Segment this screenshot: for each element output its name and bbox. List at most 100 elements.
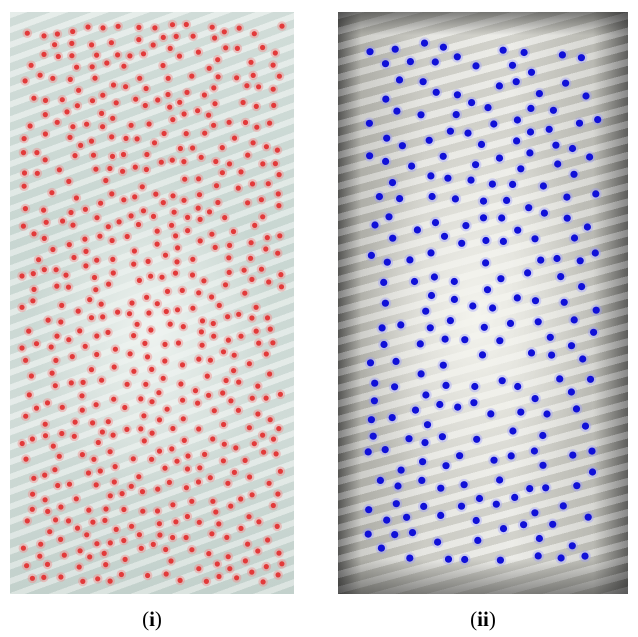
detected-point-marker: [546, 333, 554, 341]
detected-point-marker: [110, 270, 116, 276]
detected-point-marker: [209, 294, 215, 300]
detected-point-marker: [101, 550, 107, 557]
detected-point-marker: [141, 413, 147, 419]
detected-point-marker: [385, 213, 393, 221]
detected-point-marker: [488, 180, 496, 188]
detected-point-marker: [439, 152, 447, 160]
detected-point-marker: [557, 554, 565, 562]
detected-point-marker: [207, 475, 213, 481]
detected-point-marker: [99, 429, 105, 435]
detected-point-marker: [451, 195, 459, 203]
detected-point-marker: [531, 235, 539, 243]
detected-point-marker: [92, 75, 98, 81]
detected-point-marker: [94, 351, 100, 358]
detected-point-marker: [270, 340, 276, 346]
detected-point-marker: [468, 99, 476, 107]
detected-point-marker: [83, 248, 89, 254]
detected-point-marker: [428, 192, 436, 201]
detected-point-marker: [231, 135, 238, 141]
detected-point-marker: [144, 151, 150, 158]
detected-point-marker: [47, 529, 53, 535]
detected-point-marker: [378, 324, 386, 332]
detected-point-marker: [235, 407, 241, 413]
detected-point-marker: [170, 502, 176, 508]
detected-point-marker: [127, 53, 133, 59]
detected-point-marker: [563, 193, 571, 201]
detected-point-marker: [61, 552, 67, 558]
detected-point-marker: [100, 314, 106, 320]
detected-point-marker: [98, 301, 104, 307]
detected-point-marker: [103, 506, 109, 512]
detected-point-marker: [103, 177, 109, 184]
detected-point-marker: [462, 222, 470, 230]
detected-point-marker: [149, 456, 155, 462]
detected-point-marker: [82, 343, 88, 349]
detected-point-marker: [444, 174, 452, 182]
detected-point-marker: [143, 381, 149, 387]
detected-point-marker: [249, 492, 255, 498]
detected-point-marker: [594, 116, 602, 124]
detected-point-marker: [110, 115, 116, 121]
detected-point-marker: [94, 257, 100, 263]
detected-point-marker: [588, 447, 596, 455]
detected-point-marker: [55, 53, 61, 60]
detected-point-marker: [24, 518, 30, 524]
detected-point-marker: [23, 413, 29, 419]
detected-point-marker: [497, 275, 505, 283]
detected-point-marker: [59, 404, 65, 410]
detected-point-marker: [238, 525, 244, 532]
detected-point-marker: [79, 407, 85, 413]
detected-point-marker: [54, 283, 60, 289]
detected-point-marker: [22, 206, 28, 212]
detected-point-marker: [124, 233, 130, 240]
detected-point-marker: [389, 234, 397, 242]
detected-point-marker: [470, 399, 478, 407]
detected-point-marker: [103, 562, 109, 568]
detected-point-marker: [189, 498, 195, 504]
detected-point-marker: [132, 164, 138, 170]
detected-point-marker: [222, 215, 228, 221]
detected-point-marker: [124, 426, 130, 432]
detected-point-marker: [272, 50, 278, 56]
detected-point-marker: [234, 75, 240, 81]
detected-point-marker: [456, 452, 464, 460]
detected-point-marker: [475, 494, 484, 503]
detected-point-marker: [214, 561, 220, 567]
detected-point-marker: [369, 432, 377, 440]
detected-point-marker: [211, 333, 217, 339]
detected-point-marker: [133, 96, 139, 102]
detected-point-marker: [236, 379, 242, 385]
detected-point-marker: [559, 502, 567, 510]
detected-point-marker: [227, 242, 233, 248]
detected-point-marker: [149, 399, 155, 405]
detected-point-marker: [169, 157, 175, 163]
detected-point-marker: [128, 122, 134, 128]
detected-point-marker: [138, 426, 144, 432]
detected-point-marker: [244, 83, 250, 89]
detected-point-marker: [113, 100, 119, 106]
detected-point-marker: [588, 468, 597, 476]
detected-point-marker: [190, 33, 196, 39]
detected-point-marker: [24, 30, 30, 36]
detected-point-marker: [419, 458, 427, 466]
detected-point-marker: [563, 214, 571, 222]
detected-point-marker: [41, 207, 47, 213]
detected-point-marker: [68, 209, 74, 216]
detected-point-marker: [406, 58, 414, 66]
detected-point-marker: [99, 110, 105, 116]
detected-point-marker: [539, 431, 547, 440]
detected-point-marker: [97, 233, 103, 239]
detected-point-marker: [478, 351, 487, 359]
detected-point-marker: [180, 397, 186, 403]
detected-point-marker: [104, 60, 110, 66]
detected-point-marker: [29, 506, 35, 512]
detected-point-marker: [136, 277, 142, 283]
detected-point-marker: [249, 395, 255, 401]
detected-point-marker: [128, 483, 134, 489]
detected-point-marker: [19, 273, 25, 279]
detected-point-marker: [383, 516, 391, 524]
detected-point-marker: [131, 368, 137, 374]
detected-point-marker: [94, 333, 100, 339]
detected-point-marker: [226, 161, 233, 167]
detected-point-marker: [527, 349, 536, 357]
